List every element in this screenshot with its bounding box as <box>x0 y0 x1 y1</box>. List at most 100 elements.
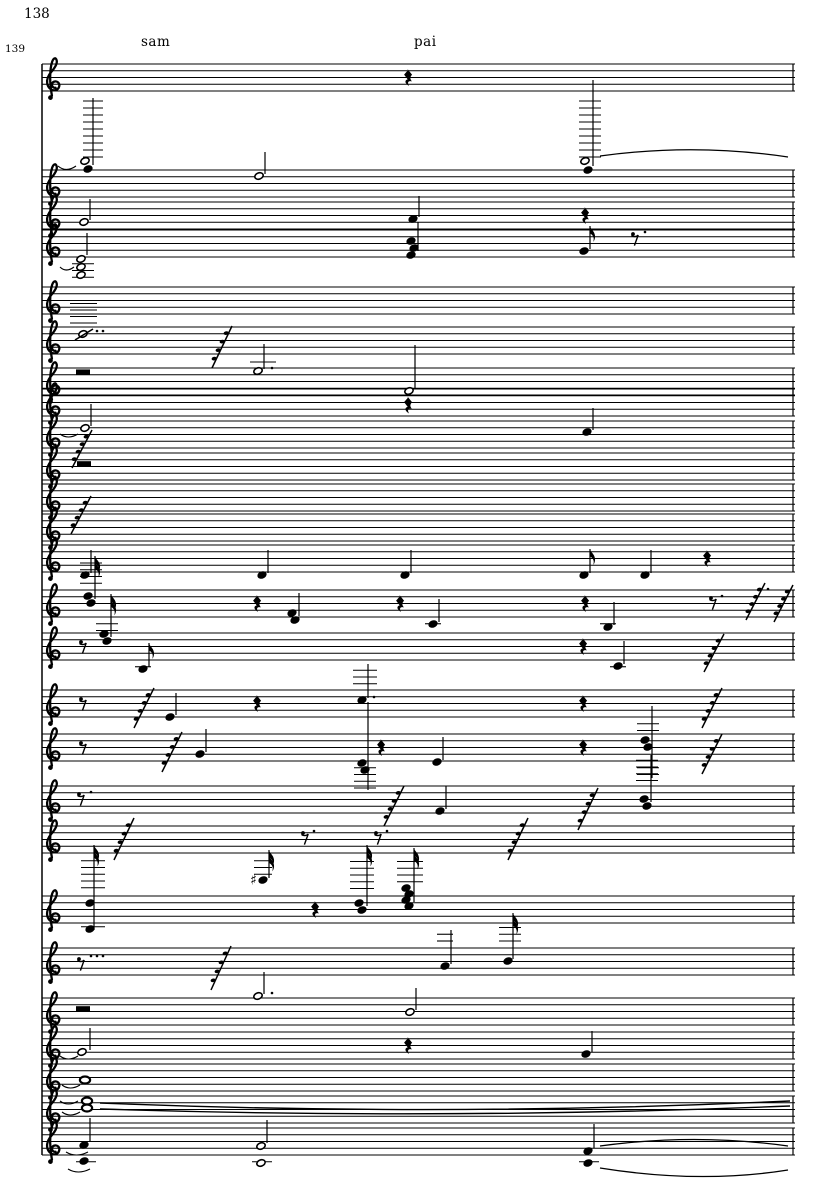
rest-e <box>300 829 316 845</box>
quarter-note-head <box>613 662 623 670</box>
treble-clef-icon <box>45 57 61 100</box>
grace-note-head <box>223 331 229 335</box>
quarter-note-head <box>287 609 297 617</box>
note-flag <box>513 918 519 935</box>
grace-note-head <box>117 840 123 844</box>
run-slash <box>701 733 723 775</box>
staff-23 <box>42 1025 795 1068</box>
augmentation-dot <box>89 790 93 794</box>
grace-note-head <box>214 969 220 974</box>
grace-note-head <box>82 500 88 505</box>
note <box>408 196 420 223</box>
note <box>79 199 91 227</box>
rest-q <box>579 638 588 655</box>
note-flag <box>94 850 100 867</box>
augmentation-dot <box>89 954 93 958</box>
staff-6 <box>42 302 795 369</box>
half-note-head <box>76 254 86 264</box>
grace-run <box>113 817 135 861</box>
half-note-head <box>404 386 414 396</box>
page-number: 138 <box>24 6 50 22</box>
grace-run <box>577 787 599 831</box>
chord <box>80 98 103 173</box>
quarter-note-head <box>354 899 364 907</box>
grace-note-head <box>713 692 719 697</box>
tie-slur-curve <box>599 1138 789 1147</box>
note <box>80 404 92 433</box>
note <box>579 549 596 579</box>
grace-note-head <box>383 814 389 819</box>
note <box>437 930 453 970</box>
grace-note-head <box>581 810 587 814</box>
grace-note-head <box>161 760 167 765</box>
half-note-head <box>79 217 89 227</box>
grace-note-head <box>210 978 216 983</box>
run-slash <box>133 687 155 729</box>
note <box>253 344 274 376</box>
quarter-note-head <box>195 750 205 758</box>
grace-note-head <box>709 700 715 705</box>
staff-11 <box>42 477 795 535</box>
quarter-note-head <box>99 630 109 638</box>
quarter-note-head <box>86 599 96 607</box>
grace-note-head <box>218 960 224 965</box>
grace-note-head <box>78 508 84 512</box>
tie-slur-curve <box>599 1167 789 1178</box>
staff-25 <box>42 1089 795 1132</box>
staff-17 <box>42 702 795 790</box>
rest-q <box>404 1037 413 1054</box>
run-slash <box>383 785 405 827</box>
treble-clef-icon <box>45 779 61 822</box>
grace-note-head <box>752 594 758 599</box>
grace-note-head <box>711 646 717 650</box>
half-note-head <box>253 366 263 376</box>
grace-run <box>507 817 529 861</box>
augmentation-dot <box>312 829 316 833</box>
treble-clef-icon <box>45 683 61 726</box>
grace-run <box>70 495 92 535</box>
chord <box>579 80 601 174</box>
note-flag <box>149 643 155 659</box>
grace-note-head <box>70 523 76 527</box>
run-slash <box>70 495 92 535</box>
grace-note-head <box>222 951 228 956</box>
augmentation-dot <box>270 991 274 995</box>
quarter-note-head <box>639 795 649 803</box>
staff-19: ♯ <box>42 817 795 933</box>
treble-clef-icon <box>45 819 61 862</box>
measure-number: 139 <box>5 43 26 55</box>
augmentation-dot <box>95 954 99 958</box>
rest-e <box>78 640 87 654</box>
grace-note-head <box>784 589 790 594</box>
quarter-note-head <box>581 1050 591 1058</box>
quarter-note-head <box>102 637 112 645</box>
grace-note-head <box>121 831 127 836</box>
staff-24 <box>42 1057 795 1100</box>
grace-note-head <box>585 801 591 806</box>
note <box>425 599 441 628</box>
note <box>195 729 207 758</box>
grace-note-head <box>777 604 783 608</box>
note <box>257 550 269 579</box>
note <box>610 641 626 670</box>
rest-q <box>404 69 413 86</box>
quarter-note-head <box>357 759 367 767</box>
grace-run <box>701 733 723 775</box>
quarter-note-head <box>503 957 513 965</box>
grace-run <box>701 687 723 729</box>
note <box>77 1028 91 1057</box>
sharp-icon: ♯ <box>250 873 257 889</box>
note-flag <box>95 561 101 578</box>
quarter-note-head <box>360 766 370 774</box>
note-flag <box>269 855 275 872</box>
half-note-head <box>80 423 90 433</box>
run-slash <box>701 687 723 729</box>
rest-q <box>253 695 262 712</box>
note <box>78 1075 92 1085</box>
quarter-note-head <box>642 802 652 810</box>
note <box>165 693 177 721</box>
half-note-head <box>76 270 86 280</box>
grace-note-head <box>173 736 179 741</box>
augmentation-dot <box>372 695 376 699</box>
